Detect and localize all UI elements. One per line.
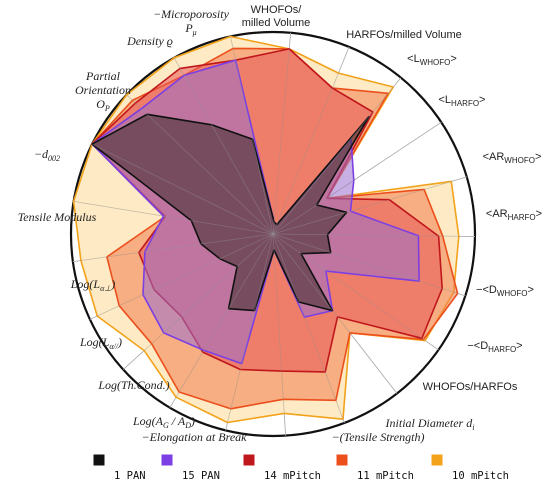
legend-swatch-10-mpitch	[431, 454, 443, 466]
axis-label-2: <LWHOFO>	[407, 53, 457, 67]
outer-ring	[69, 30, 477, 438]
spoke-overlay-17	[91, 143, 274, 235]
axis-label-17: −d002	[34, 147, 60, 163]
axis-label-5: <ARHARFO>	[486, 208, 542, 222]
legend-label-15-pan: 15 PAN	[182, 470, 220, 482]
axis-label-7: −<DHARFO>	[467, 340, 522, 354]
axis-label-12: Log(AG / AD)	[132, 414, 195, 430]
spoke-overlay-1	[272, 46, 350, 235]
axis-label-6: −<DWHOFO>	[476, 284, 534, 298]
spoke-overlay-9	[272, 233, 345, 424]
spoke-overlay-12	[169, 233, 274, 408]
spoke-overlay-16	[73, 201, 274, 235]
radar-series-layer	[72, 32, 476, 436]
spoke-overlay-14	[89, 233, 274, 320]
spoke-overlay-19	[173, 57, 274, 235]
spoke-overlay-18	[126, 94, 274, 235]
spoke-overlay-15	[72, 233, 274, 262]
spoke-overlay-8	[272, 233, 398, 394]
axis-label-9: Initial Diameter di	[385, 416, 475, 432]
spoke-overlay-3	[272, 122, 442, 235]
legend-swatch-15-pan	[161, 454, 173, 466]
legend: 1 PAN 15 PAN 14 mPitch 11 mPitch 10 mPitch	[93, 454, 509, 482]
axis-label-8: WHOFOs/HARFOs	[423, 381, 518, 393]
legend-swatch-14-mpitch	[243, 454, 255, 466]
spoke-overlay-4	[272, 176, 467, 235]
legend-swatch-1-pan	[93, 454, 105, 466]
axis-label-0: WHOFOs/milled Volume	[242, 4, 310, 29]
axis-label-16: Tensile Modulus	[18, 210, 97, 224]
axis-label-18: Partial Orientation OP	[75, 69, 131, 113]
axis-label-15: Log(Lα⊥)	[70, 277, 116, 293]
spoke-overlay-6	[272, 233, 466, 297]
legend-label-11-mpitch: 11 mPitch	[357, 470, 414, 482]
axis-label-1: HARFOs/milled Volume	[346, 29, 462, 41]
axis-label-11: −Elongation at Break	[142, 430, 248, 444]
legend-label-1-pan: 1 PAN	[114, 470, 146, 482]
spoke-overlay-20	[230, 36, 274, 235]
axis-label-19: Density ϱ	[126, 34, 173, 48]
axis-label-13: Log(Th.Cond.)	[97, 378, 169, 392]
spoke-overlay-11	[225, 233, 274, 431]
legend-label-10-mpitch: 10 mPitch	[452, 470, 509, 482]
series-polygon-1-pan	[91, 113, 370, 312]
spoke-overlay-2	[272, 77, 402, 235]
axis-label-20: −Microporosity Pμ	[153, 7, 230, 37]
spoke-overlay-10	[272, 233, 286, 436]
axis-label-10: −(Tensile Strength)	[332, 430, 425, 444]
spoke-overlay-5	[272, 233, 476, 237]
axis-labels: WHOFOs/milled Volume HARFOs/milled Volume…	[18, 4, 542, 444]
axis-label-4: <ARWHOFO>	[483, 151, 542, 165]
spoke-overlay-7	[272, 233, 439, 351]
axis-label-3: <LHARFO>	[439, 94, 486, 108]
legend-swatch-11-mpitch	[336, 454, 348, 466]
axis-label-14: Log(Lα//)	[79, 335, 122, 351]
spoke-overlay-0	[272, 32, 291, 235]
spoke-overlay-13	[122, 233, 274, 370]
legend-label-14-mpitch: 14 mPitch	[264, 470, 321, 482]
spoke-overlay	[72, 32, 476, 436]
